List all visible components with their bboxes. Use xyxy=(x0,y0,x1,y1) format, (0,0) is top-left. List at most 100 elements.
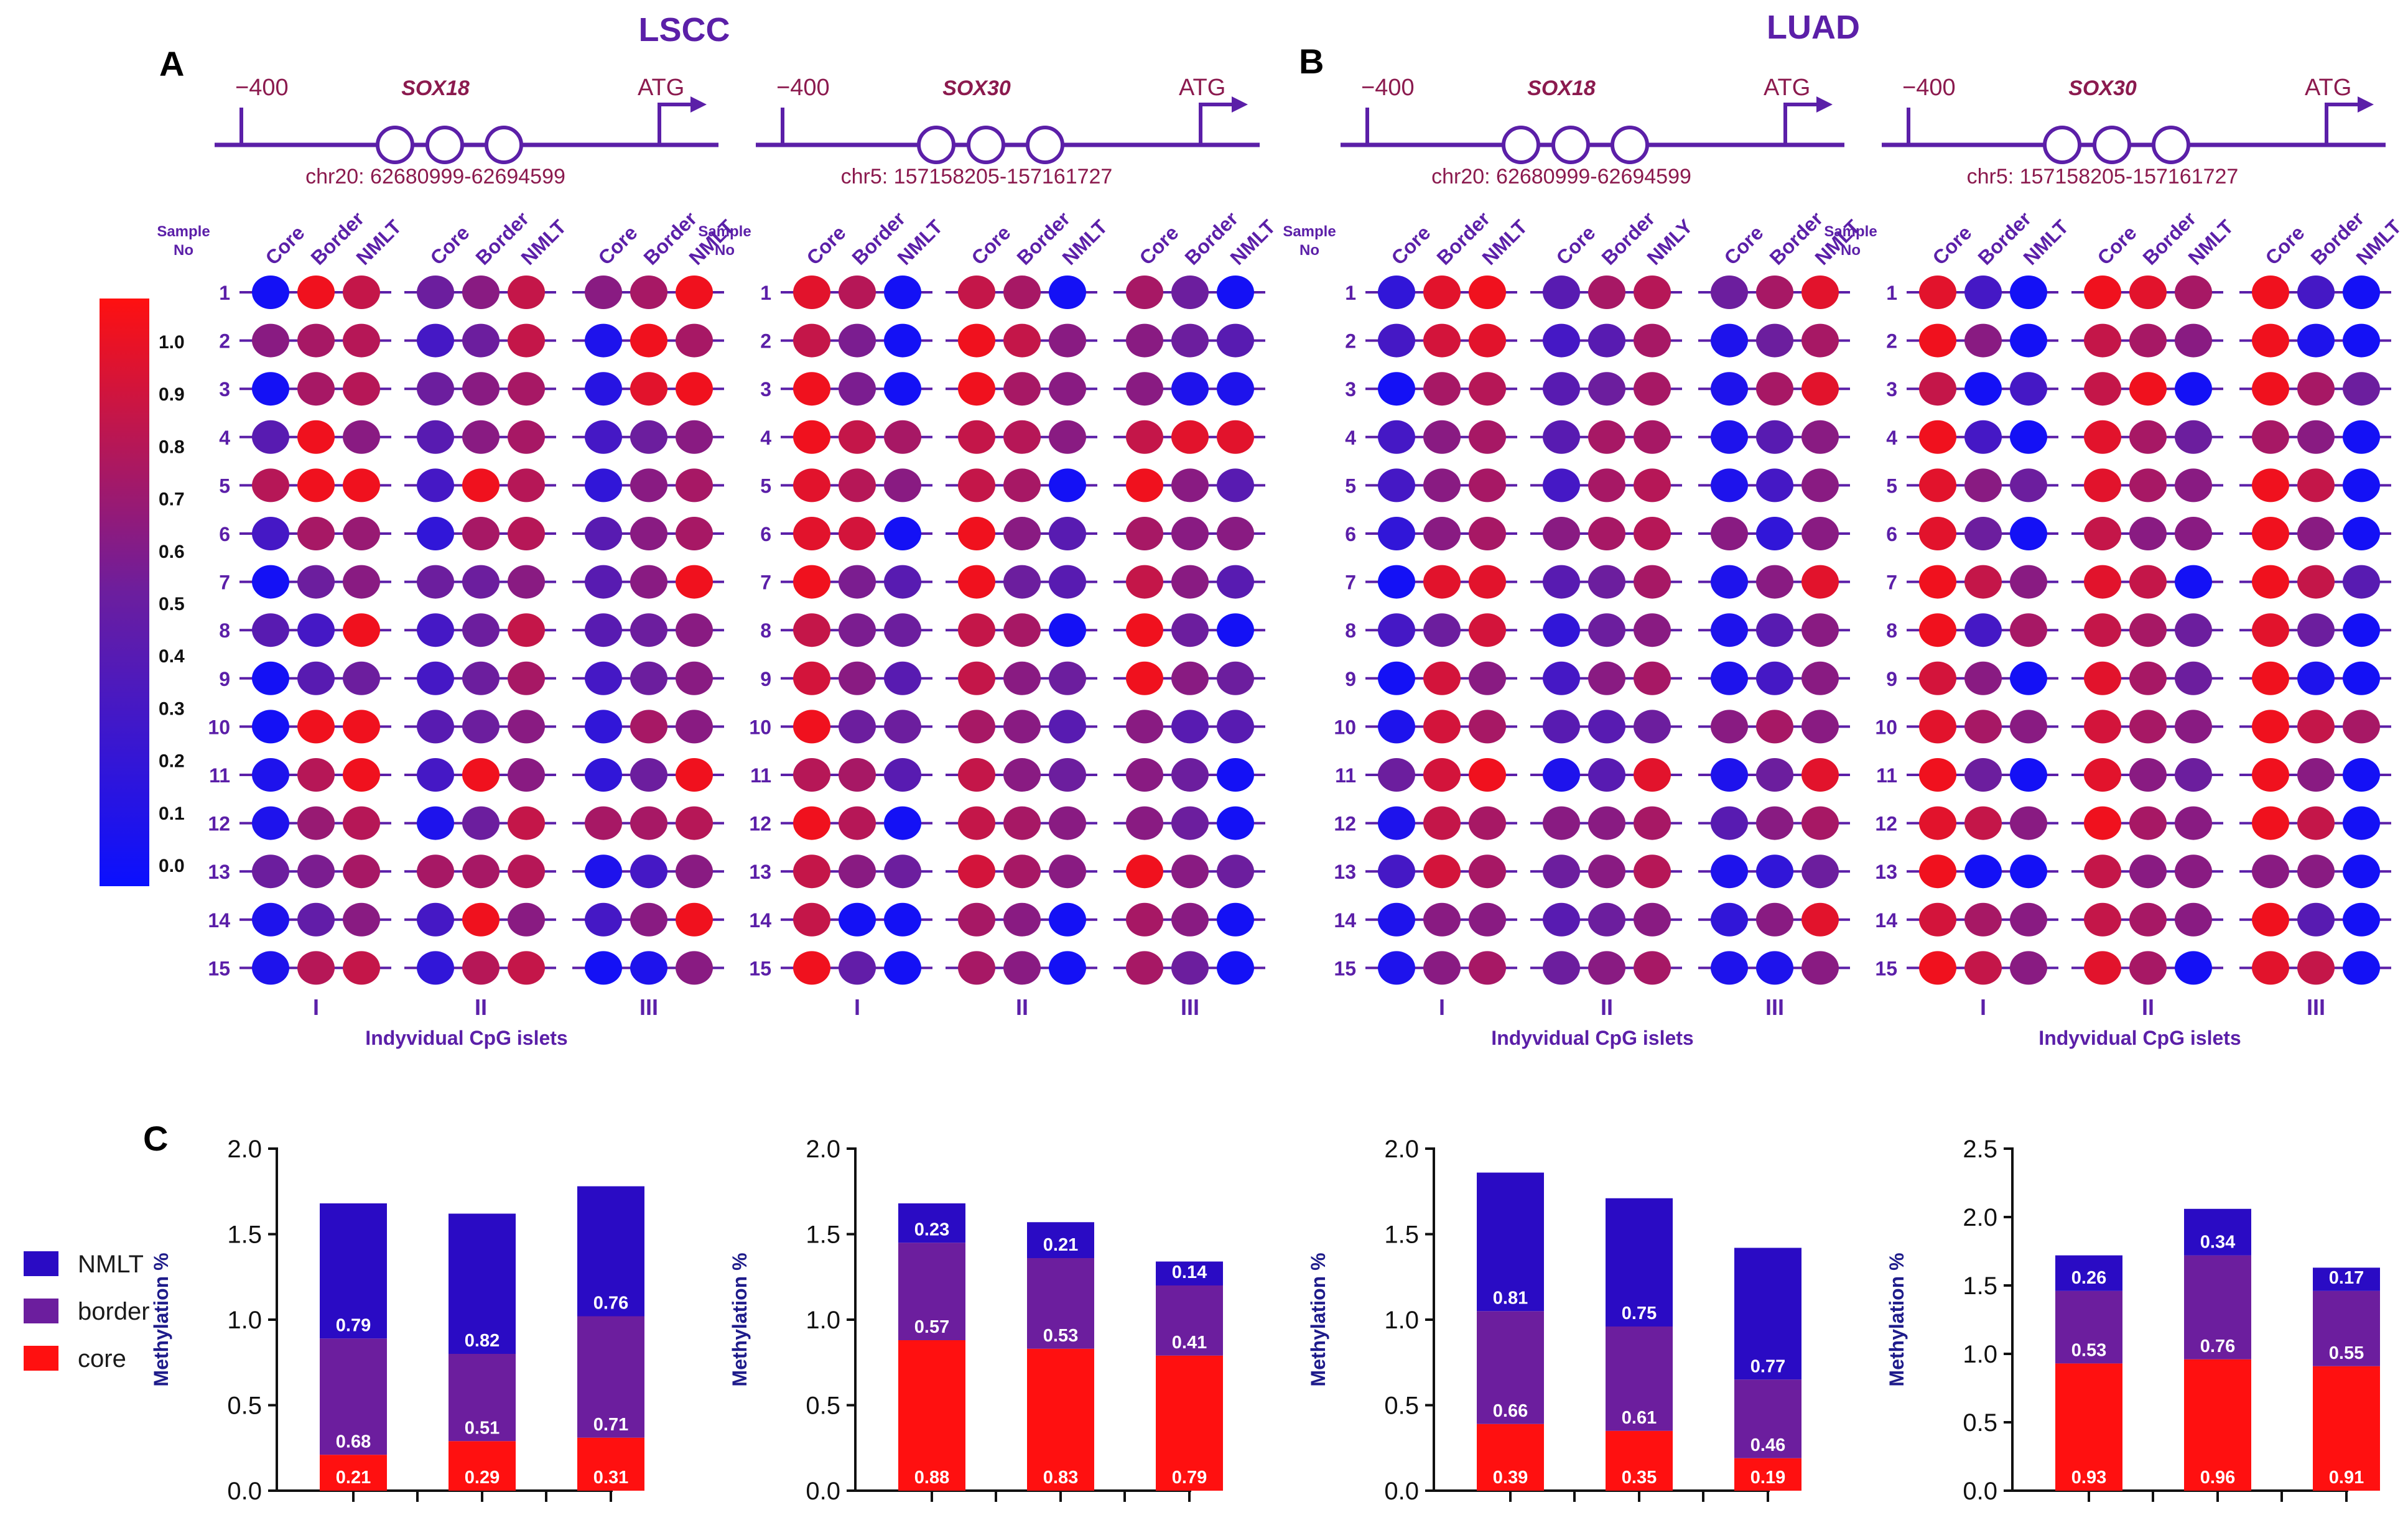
methylation-dot xyxy=(1756,420,1793,454)
methylation-dot xyxy=(508,420,545,454)
methylation-dot xyxy=(1711,661,1748,695)
methylation-dot xyxy=(884,420,921,454)
methylation-dot xyxy=(1711,323,1748,358)
methylation-dot xyxy=(630,902,667,937)
methylation-dot xyxy=(793,613,830,647)
methylation-dot xyxy=(1964,613,2002,647)
methylation-dot xyxy=(958,276,995,309)
methylation-dot xyxy=(297,661,335,695)
methylation-dot xyxy=(676,661,713,695)
sample-number: 11 xyxy=(209,764,230,787)
methylation-dot xyxy=(1003,565,1041,599)
bar-segment-border xyxy=(1606,1327,1673,1431)
panel-label-c: C xyxy=(143,1119,168,1158)
methylation-dot xyxy=(1469,710,1506,744)
methylation-dot xyxy=(2297,323,2335,358)
methylation-dot xyxy=(2010,420,2047,454)
methylation-dot xyxy=(1756,710,1793,744)
methylation-dot xyxy=(676,758,713,792)
methylation-dot xyxy=(1634,758,1671,792)
cpg-island-icon xyxy=(1502,126,1540,164)
bar-segment-core xyxy=(1734,1458,1801,1491)
methylation-dot xyxy=(1801,902,1839,937)
methylation-dot xyxy=(2252,806,2289,840)
methylation-dot xyxy=(1756,372,1793,406)
methylation-dot xyxy=(884,710,921,744)
methylation-dot xyxy=(1423,902,1461,937)
methylation-dot xyxy=(676,372,713,406)
methylation-dot xyxy=(884,323,921,358)
methylation-dot xyxy=(2084,902,2121,937)
methylation-dot xyxy=(1171,372,1209,406)
methylation-dot xyxy=(2175,710,2212,744)
methylation-dot xyxy=(2343,902,2380,937)
sample-number: 1 xyxy=(219,282,230,304)
gene-label: SOX18 xyxy=(401,76,470,100)
sample-number: 2 xyxy=(219,330,230,353)
methylation-dot xyxy=(1543,661,1580,695)
methylation-dot xyxy=(884,661,921,695)
colorbar-tick-label: 0.5 xyxy=(159,594,185,614)
methylation-dot xyxy=(2343,710,2380,744)
y-tick-label: 0.5 xyxy=(1384,1392,1419,1420)
cpg-island-icon xyxy=(1551,126,1590,164)
methylation-dot xyxy=(1919,758,1956,792)
methylation-dot xyxy=(1003,902,1041,937)
methylation-dot xyxy=(2175,951,2212,985)
methylation-dot xyxy=(297,517,335,550)
bar-chart-3: 0.0 0.5 1.0 1.5 2.0 Methylation % 0.39 0.66 0.81… xyxy=(1307,1136,1801,1505)
islets-caption: Indyvidual CpG islets xyxy=(2038,1027,2241,1049)
methylation-dot xyxy=(839,468,876,502)
methylation-dot xyxy=(1217,565,1254,599)
methylation-dot xyxy=(417,372,454,406)
methylation-dot xyxy=(1711,276,1748,309)
methylation-dot xyxy=(2343,276,2380,309)
methylation-dot xyxy=(1423,276,1461,309)
sample-number: 2 xyxy=(1886,330,1897,353)
bar-data-label: 0.21 xyxy=(1043,1235,1078,1255)
methylation-dot xyxy=(793,710,830,744)
methylation-dot xyxy=(2084,517,2121,550)
bar-data-label: 0.26 xyxy=(2071,1268,2106,1288)
methylation-dot xyxy=(1919,468,1956,502)
methylation-dot xyxy=(958,661,995,695)
methylation-dot xyxy=(2010,661,2047,695)
bar-segment-nmlt xyxy=(1477,1172,1544,1312)
methylation-dot xyxy=(2084,323,2121,358)
start-label: −400 xyxy=(776,75,830,101)
bar-data-label: 0.77 xyxy=(1750,1356,1785,1376)
bar-data-label: 0.29 xyxy=(465,1468,500,1488)
methylation-dot xyxy=(676,517,713,550)
methylation-dot xyxy=(252,372,289,406)
sample-header: Sample xyxy=(698,223,751,240)
methylation-dot xyxy=(343,951,380,985)
methylation-dot xyxy=(1126,758,1163,792)
methylation-dot xyxy=(2343,565,2380,599)
sample-number: 12 xyxy=(1334,813,1356,835)
bar-segment-nmlt xyxy=(449,1213,516,1354)
island-roman-label: I xyxy=(313,994,319,1020)
methylation-dot xyxy=(1003,468,1041,502)
methylation-dot xyxy=(1634,276,1671,309)
column-header: Core xyxy=(1551,221,1599,269)
sample-number: 8 xyxy=(219,619,230,642)
methylation-dot xyxy=(1126,276,1163,309)
column-header: Core xyxy=(2261,221,2308,269)
legend-label: core xyxy=(78,1345,126,1373)
methylation-dot xyxy=(1801,517,1839,550)
atg-arrow-icon xyxy=(1199,103,1238,145)
luad-title: LUAD xyxy=(1767,9,1860,46)
island-roman-label: II xyxy=(1016,994,1028,1020)
methylation-dot xyxy=(462,854,500,889)
bar-segment-border xyxy=(320,1338,387,1455)
methylation-dot xyxy=(1634,902,1671,937)
y-tick-label: 2.5 xyxy=(1963,1136,1997,1163)
methylation-dot xyxy=(585,902,622,937)
methylation-dot xyxy=(1919,806,1956,840)
methylation-dot xyxy=(2175,468,2212,502)
methylation-dot xyxy=(2252,517,2289,550)
methylation-dot xyxy=(1126,806,1163,840)
methylation-dot xyxy=(793,951,830,985)
methylation-dot xyxy=(676,420,713,454)
methylation-dot xyxy=(2343,661,2380,695)
